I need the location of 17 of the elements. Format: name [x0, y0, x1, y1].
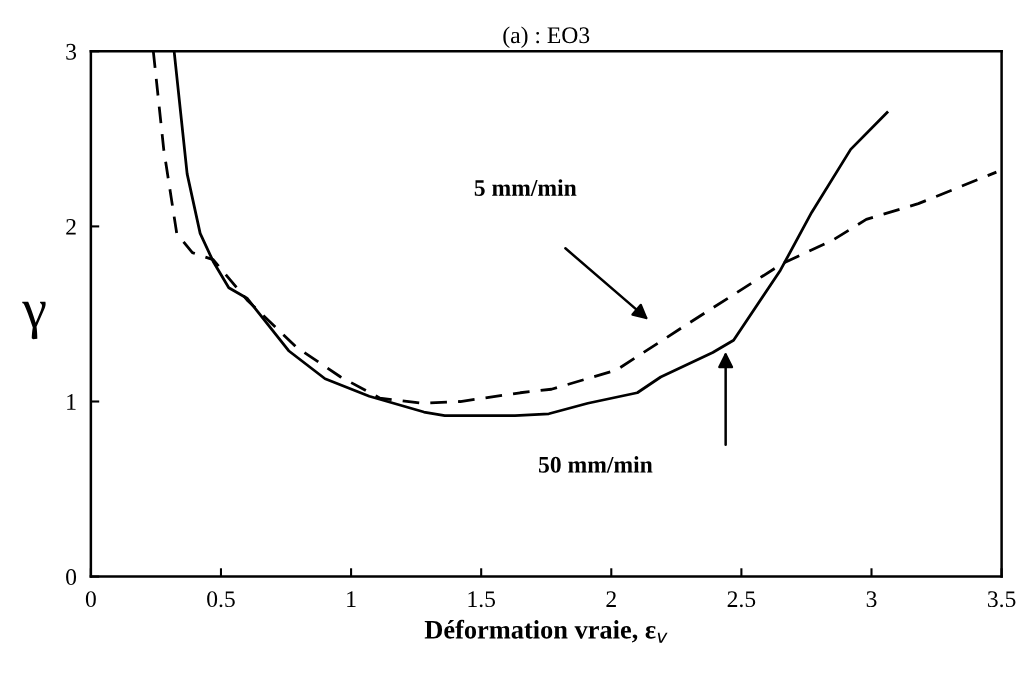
y-tick-label: 2 [66, 218, 76, 235]
annotation: 5 mm/min [474, 179, 577, 196]
x-tick-label: 0.5 [207, 591, 235, 608]
x-tick-label: 1.5 [468, 591, 496, 608]
x-tick-label: 0 [85, 591, 96, 608]
y-tick-label: 1 [67, 394, 76, 410]
x-tick-label: 2.5 [727, 591, 756, 608]
x-tick-label: 3.5 [987, 591, 1016, 608]
annotation: 50 mm/min [538, 456, 653, 473]
y-tick-label: 3 [66, 43, 77, 60]
chart-title: (a) : EO3 [503, 26, 590, 48]
x-axis-title: Déformation vraie, ε$_{v}$ [424, 619, 668, 643]
y-tick-label: 0 [66, 569, 77, 586]
y-axis-title: γ [22, 301, 46, 340]
x-tick-label: 3 [866, 591, 877, 608]
x-tick-label: 2 [606, 591, 616, 607]
x-tick-label: 1 [347, 591, 356, 607]
